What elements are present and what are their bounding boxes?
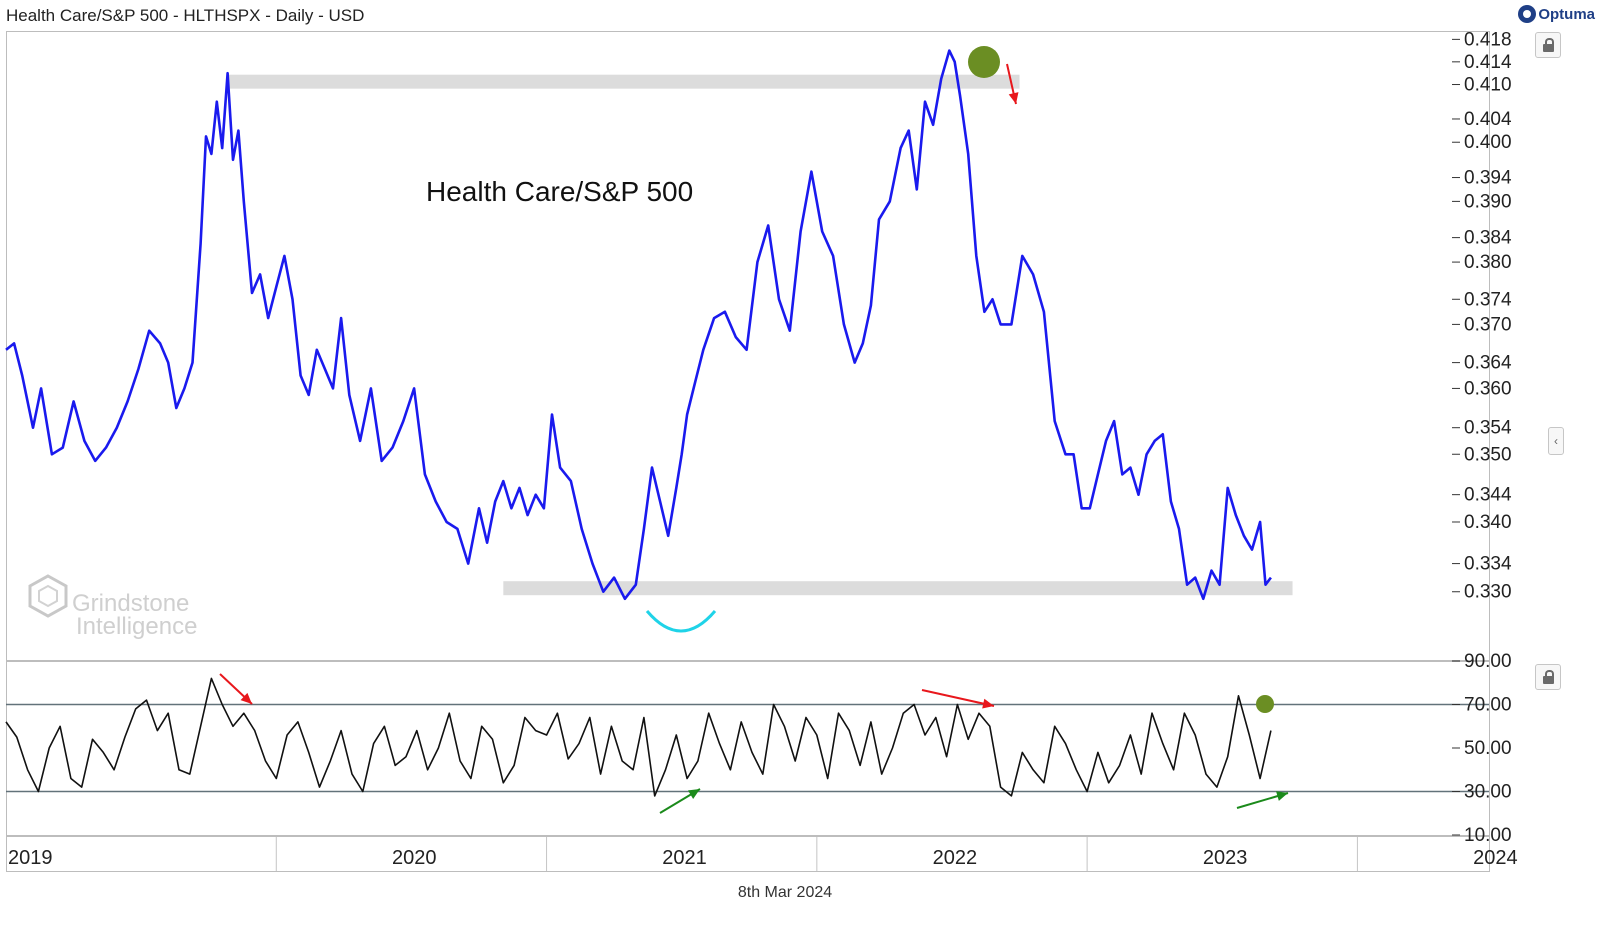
rsi-axis: 90.00 70.00 50.00 30.00 10.00 [1452, 651, 1512, 846]
price-axis-label: 0.340 [1464, 512, 1512, 533]
date-axis-label: 2021 [662, 847, 707, 869]
resistance-zone [227, 74, 1020, 89]
trend-arrows [219, 63, 1289, 814]
watermark-line-1: Grindstone [72, 590, 189, 617]
rsi-divergence-arrow-1 [219, 673, 253, 705]
lock-icon [1542, 37, 1554, 52]
brand-logo[interactable]: Optuma [1518, 5, 1595, 23]
price-panel-lock[interactable] [1535, 32, 1561, 58]
price-axis-label: 0.354 [1464, 418, 1512, 439]
price-axis-label: 0.334 [1464, 554, 1512, 575]
date-axis-label: 2020 [392, 847, 437, 869]
price-axis-label: 0.394 [1464, 168, 1512, 189]
rsi-divergence-arrow-2-shaft [921, 689, 995, 707]
watermark-hex-inner [38, 584, 58, 608]
peak-marker [968, 46, 1000, 78]
rsi-axis-label: 90.00 [1464, 651, 1512, 672]
date-axis-label: 2022 [933, 847, 978, 869]
date-axis-label: 2024 [1473, 847, 1518, 869]
rsi-axis-label: 70.00 [1464, 695, 1512, 716]
price-axis-label: 0.330 [1464, 582, 1512, 603]
price-axis-label: 0.344 [1464, 485, 1512, 506]
rsi-bullish-arrow-2-head [1276, 791, 1288, 801]
brand-name: Optuma [1538, 5, 1595, 23]
rsi-divergence-arrow-2-head [982, 698, 994, 709]
price-axis-label: 0.374 [1464, 289, 1512, 310]
rsi-series-line [5, 677, 1272, 797]
price-axis-label: 0.364 [1464, 353, 1512, 374]
rsi-panel-lock[interactable] [1535, 664, 1561, 690]
price-panel-frame [6, 31, 1490, 661]
price-axis-label: 0.400 [1464, 132, 1512, 153]
price-axis-label: 0.380 [1464, 252, 1512, 273]
rsi-bullish-arrow-2 [1236, 791, 1289, 809]
rsi-axis-label: 10.00 [1464, 825, 1512, 846]
chart-date-footer: 8th Mar 2024 [737, 884, 833, 901]
chart-annotation: Health Care/S&P 500 [426, 176, 693, 207]
price-axis-label: 0.414 [1464, 52, 1512, 73]
price-axis-label: 0.410 [1464, 75, 1512, 96]
rsi-axis-label: 50.00 [1464, 738, 1512, 759]
peak-down-arrow-head [1008, 92, 1019, 104]
chart-header-title: Health Care/S&P 500 - HLTHSPX - Daily - … [6, 6, 365, 25]
price-axis-label: 0.370 [1464, 314, 1512, 335]
watermark-line-2: Intelligence [76, 613, 197, 640]
lock-icon [1542, 669, 1554, 684]
price-axis-label: 0.350 [1464, 444, 1512, 465]
support-zone [503, 581, 1293, 596]
price-axis-label: 0.418 [1464, 29, 1512, 50]
rsi-divergence-arrow-2 [921, 689, 995, 709]
price-axis-label: 0.384 [1464, 228, 1512, 249]
watermark-logo: Grindstone Intelligence [28, 574, 197, 640]
date-axis-frame [6, 836, 1490, 872]
optuma-logo-icon [1518, 5, 1537, 23]
price-axis-label: 0.404 [1464, 109, 1512, 130]
chevron-left-icon: ‹ [1554, 434, 1558, 448]
rsi-divergence-arrow-1-head [240, 692, 252, 704]
collapse-panel-button[interactable]: ‹ [1548, 427, 1564, 455]
rsi-bullish-arrow-1-head [687, 789, 700, 799]
watermark-hex-icon [28, 574, 68, 618]
price-axis-label: 0.390 [1464, 191, 1512, 212]
date-axis-label: 2019 [8, 847, 53, 869]
rsi-axis-label: 30.00 [1464, 782, 1512, 803]
rsi-peak-marker [1256, 695, 1274, 713]
price-axis-label: 0.360 [1464, 378, 1512, 399]
bottom-arc [645, 610, 717, 633]
peak-down-arrow [1006, 63, 1019, 105]
rsi-bullish-arrow-1 [659, 788, 701, 814]
date-axis: 2019 2020 2021 2022 2023 2024 [8, 837, 1518, 871]
rsi-panel-frame [6, 661, 1490, 836]
date-axis-label: 2023 [1203, 847, 1248, 869]
price-series-line [5, 49, 1272, 601]
